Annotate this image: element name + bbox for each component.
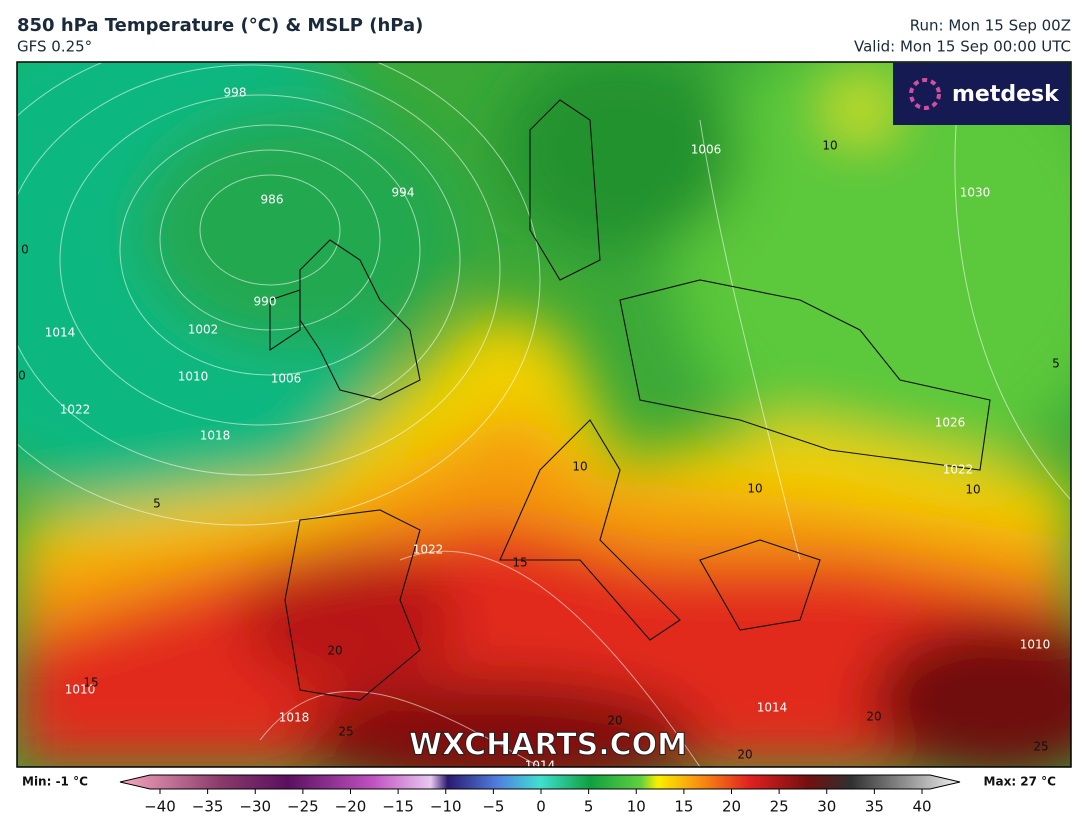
- isobar-label: 1026: [935, 416, 966, 430]
- isobar-label: 986: [261, 193, 284, 207]
- logo-box: [893, 63, 1070, 125]
- isotherm-label: 10: [822, 139, 837, 153]
- isobar-label: 1030: [960, 186, 991, 200]
- colorbar-tick-label: −35: [192, 798, 224, 816]
- isotherm-label: 10: [965, 483, 980, 497]
- isotherm-label: 20: [327, 644, 342, 658]
- isobar-label: 998: [224, 86, 247, 100]
- colorbar-tick-label: −30: [239, 798, 271, 816]
- isobar-label: 1014: [45, 326, 76, 340]
- isobar-label: 1018: [279, 711, 310, 725]
- colorbar-tick-label: 15: [674, 798, 693, 816]
- model: GFS 0.25°: [17, 38, 92, 56]
- isobar-label: 1002: [188, 323, 219, 337]
- isotherm-label: 0: [21, 243, 29, 257]
- isotherm-label: 20: [737, 748, 752, 762]
- watermark: WXCHARTS.COM: [409, 728, 687, 763]
- isobar-label: 1022: [943, 463, 974, 477]
- colorbar-tick-label: 10: [627, 798, 646, 816]
- isotherm-label: 0: [18, 369, 26, 383]
- isobar-label: 994: [392, 186, 415, 200]
- colorbar-tick-label: 25: [770, 798, 789, 816]
- colorbar-tick-label: 5: [584, 798, 594, 816]
- isotherm-label: 15: [512, 556, 527, 570]
- title: 850 hPa Temperature (°C) & MSLP (hPa): [17, 15, 423, 36]
- colorbar-tick-label: −25: [287, 798, 319, 816]
- colorbar-tick-label: 20: [722, 798, 741, 816]
- isotherm-label: 25: [338, 725, 353, 739]
- colorbar-max: Max: 27 °C: [984, 775, 1057, 789]
- isobar-label: 1006: [691, 143, 722, 157]
- colorbar-tick-label: −10: [430, 798, 462, 816]
- isobar-label: 1022: [413, 543, 444, 557]
- isobar-label: 1006: [271, 372, 302, 386]
- colorbar-min: Min: -1 °C: [22, 775, 88, 789]
- isotherm-label: 20: [607, 714, 622, 728]
- colorbar-tick-label: 40: [912, 798, 931, 816]
- isotherm-label: 5: [153, 497, 161, 511]
- colorbar-tick-label: −15: [382, 798, 414, 816]
- isotherm-label: 10: [747, 482, 762, 496]
- isotherm-label: 5: [1052, 357, 1060, 371]
- isobar-label: 1010: [65, 683, 96, 697]
- logo: metdesk: [952, 82, 1060, 107]
- isotherm-label: 20: [866, 710, 881, 724]
- isobar-label: 990: [254, 295, 277, 309]
- isobar-label: 1010: [1020, 638, 1051, 652]
- isobar-label: 1010: [178, 370, 209, 384]
- colorbar-tick-label: −5: [482, 798, 504, 816]
- colorbar-tick-label: 0: [536, 798, 546, 816]
- isotherm-label: 25: [1033, 740, 1048, 754]
- colorbar-tick-label: −40: [144, 798, 176, 816]
- colorbar-tick-label: −20: [335, 798, 367, 816]
- colorbar: [119, 774, 961, 790]
- isobar-label: 1014: [757, 701, 788, 715]
- isotherm-label: 10: [572, 460, 587, 474]
- colorbar-tick-label: 30: [817, 798, 836, 816]
- logo-icon: [909, 78, 941, 110]
- run: Run: Mon 15 Sep 00Z: [910, 17, 1071, 35]
- map-border: [16, 61, 1072, 768]
- isotherm-label: 15: [83, 676, 98, 690]
- isobar-label: 1022: [60, 403, 91, 417]
- valid: Valid: Mon 15 Sep 00:00 UTC: [854, 38, 1071, 56]
- isobar-label: 1014: [525, 759, 556, 773]
- colorbar-tick-label: 35: [865, 798, 884, 816]
- isobar-label: 1018: [200, 429, 231, 443]
